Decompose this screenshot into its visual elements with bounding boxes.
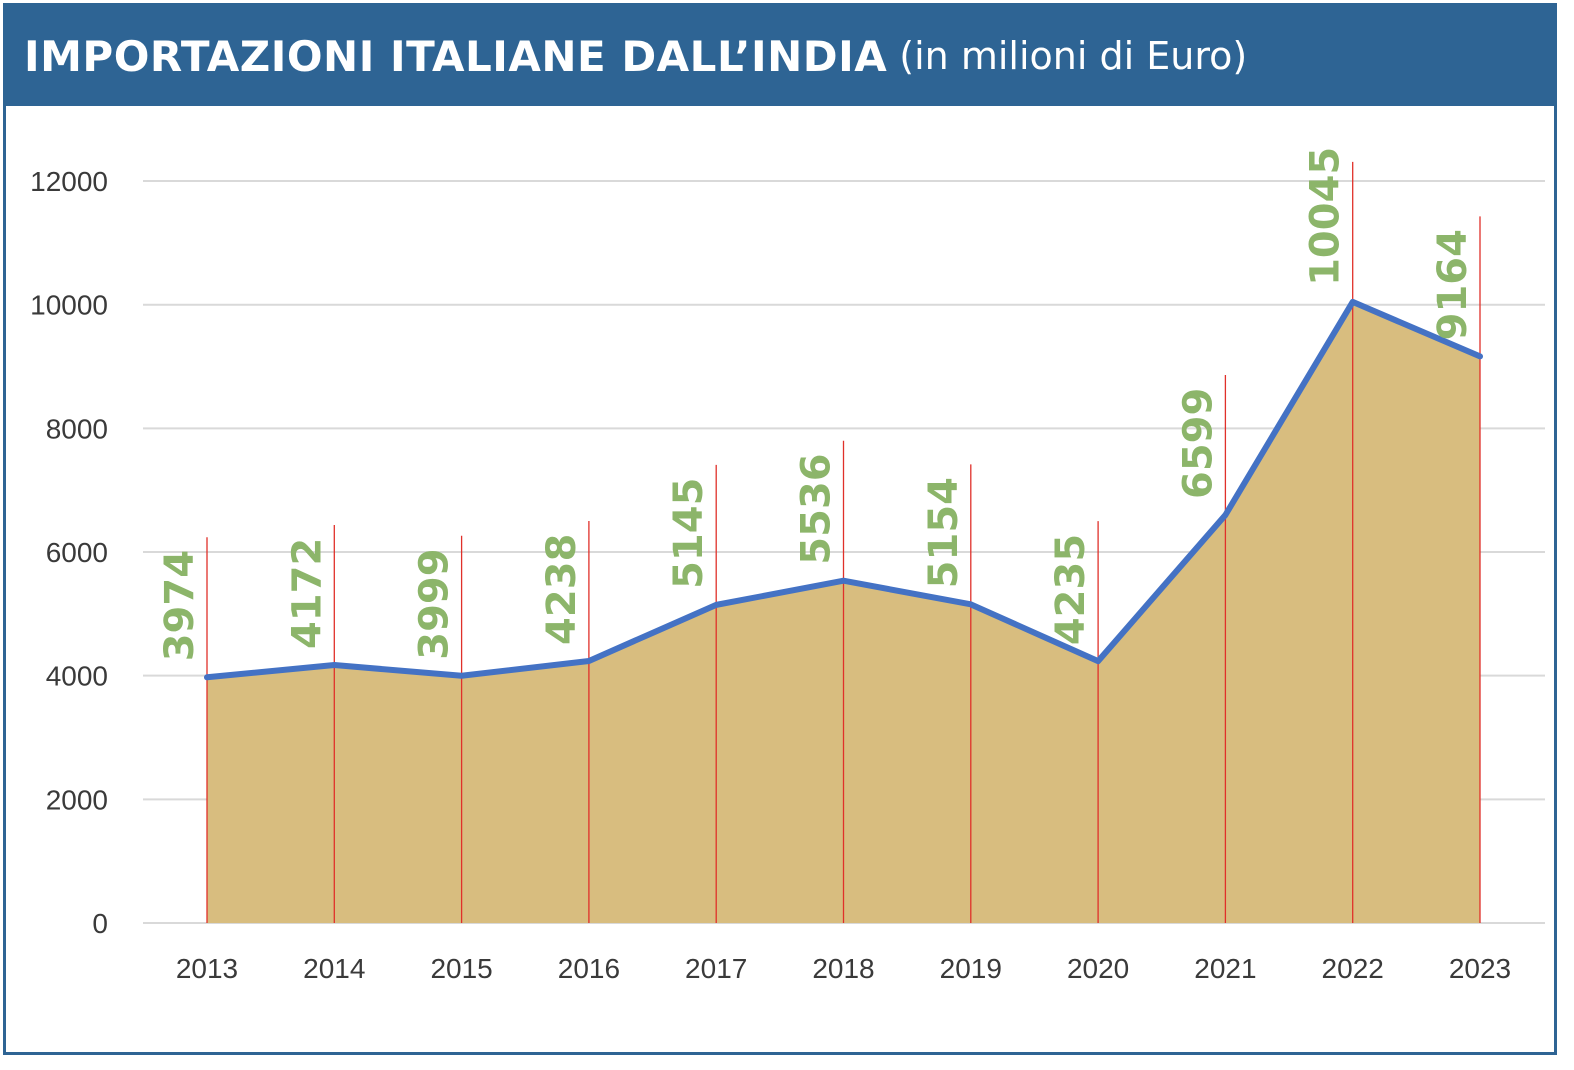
- data-label: 10045: [1303, 147, 1349, 286]
- drop-lines: [206, 161, 1481, 923]
- x-tick-label: 2021: [1194, 953, 1256, 984]
- x-tick-label: 2017: [685, 953, 747, 984]
- y-tick-label: 4000: [46, 661, 108, 692]
- data-label: 5154: [921, 477, 967, 588]
- chart-title: IMPORTAZIONI ITALIANE DALL’INDIA: [24, 31, 888, 81]
- data-point: [1477, 353, 1483, 359]
- x-tick-label: 2019: [940, 953, 1002, 984]
- chart-header: IMPORTAZIONI ITALIANE DALL’INDIA (in mil…: [6, 6, 1554, 106]
- data-label: 5536: [794, 453, 840, 564]
- data-label: 3974: [157, 550, 203, 661]
- x-tick-label: 2014: [303, 953, 365, 984]
- data-labels: 3974 4172 3999 4238 5145 5536 5154 4235 6599 1004…: [157, 147, 1476, 662]
- data-point: [841, 578, 846, 584]
- data-label: 9164: [1430, 229, 1476, 340]
- data-point: [586, 658, 592, 664]
- data-point: [1350, 299, 1356, 305]
- data-label: 3999: [412, 548, 458, 659]
- y-tick-label: 10000: [30, 290, 108, 321]
- data-label: 6599: [1175, 388, 1221, 499]
- x-tick-label: 2013: [176, 953, 238, 984]
- x-tick-label: 2018: [812, 953, 874, 984]
- y-tick-label: 8000: [46, 413, 108, 444]
- data-label: 4172: [284, 538, 330, 649]
- y-axis-ticks: 0 2000 4000 6000 8000 10000 12000: [30, 166, 108, 939]
- data-label: 4235: [1048, 534, 1094, 645]
- series-line: [204, 298, 1483, 681]
- data-point: [331, 662, 337, 668]
- x-tick-label: 2023: [1449, 953, 1511, 984]
- x-axis-ticks: 2013 2014 2015 2016 2017 2018 2019 2020 2021 2022…: [176, 953, 1511, 984]
- data-point: [968, 601, 974, 607]
- data-point: [713, 602, 719, 608]
- x-tick-label: 2022: [1322, 953, 1384, 984]
- x-tick-label: 2016: [558, 953, 620, 984]
- x-tick-label: 2015: [430, 953, 492, 984]
- data-point: [204, 674, 210, 680]
- data-label: 5145: [666, 478, 712, 589]
- data-point: [1095, 658, 1101, 664]
- chart-subtitle: (in milioni di Euro): [899, 34, 1248, 78]
- x-tick-label: 2020: [1067, 953, 1129, 984]
- y-tick-label: 12000: [30, 166, 108, 197]
- data-point: [459, 673, 465, 679]
- y-tick-label: 0: [92, 908, 108, 939]
- data-point: [1222, 512, 1228, 518]
- y-tick-label: 6000: [46, 537, 108, 568]
- data-label: 4238: [539, 534, 585, 645]
- y-tick-label: 2000: [46, 784, 108, 815]
